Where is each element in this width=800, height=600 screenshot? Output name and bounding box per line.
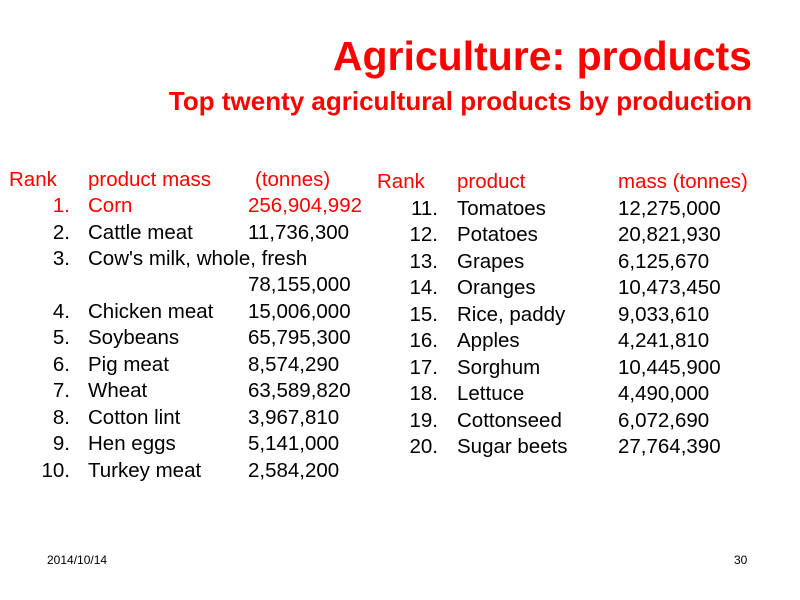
left-row-5-rank: 5. bbox=[52, 326, 70, 349]
left-row-1-mass: 256,904,992 bbox=[248, 194, 363, 217]
right-mass-header: mass (tonnes) bbox=[618, 170, 748, 193]
right-row-13-mass: 6,125,670 bbox=[618, 250, 710, 273]
left-row-5-product: Soybeans bbox=[88, 326, 180, 349]
left-row-7-mass: 63,589,820 bbox=[248, 379, 351, 402]
left-row-4-product: Chicken meat bbox=[88, 300, 214, 323]
slide-subtitle: Top twenty agricultural products by prod… bbox=[168, 86, 752, 116]
right-row-15-mass: 9,033,610 bbox=[618, 303, 710, 326]
right-row-20-mass: 27,764,390 bbox=[618, 435, 721, 458]
left-row-2-product: Cattle meat bbox=[88, 221, 193, 244]
left-row-8-rank: 8. bbox=[52, 406, 70, 429]
right-row-13-product: Grapes bbox=[457, 250, 525, 273]
left-row-4-rank: 4. bbox=[52, 300, 70, 323]
right-row-18-rank: 18. bbox=[409, 382, 439, 405]
right-row-16-mass: 4,241,810 bbox=[618, 329, 710, 352]
right-row-15-rank: 15. bbox=[409, 303, 439, 326]
right-row-11-rank: 11. bbox=[411, 197, 438, 220]
right-row-11-product: Tomatoes bbox=[457, 197, 546, 220]
left-product-header: product mass bbox=[88, 168, 212, 191]
left-row-1-product: Corn bbox=[88, 194, 133, 217]
right-row-15-product: Rice, paddy bbox=[457, 303, 566, 326]
left-row-7-product: Wheat bbox=[88, 379, 148, 402]
right-product-header: product bbox=[457, 170, 526, 193]
right-row-14-product: Oranges bbox=[457, 276, 536, 299]
right-row-12-mass: 20,821,930 bbox=[618, 223, 721, 246]
left-row-3-mass: 78,155,000 bbox=[248, 273, 351, 296]
left-row-2-rank: 2. bbox=[52, 221, 70, 244]
right-row-17-product: Sorghum bbox=[457, 356, 541, 379]
left-row-10-product: Turkey meat bbox=[88, 459, 202, 482]
slide-title: Agriculture: products bbox=[332, 33, 752, 79]
right-row-19-rank: 19. bbox=[409, 409, 439, 432]
left-row-10-mass: 2,584,200 bbox=[248, 459, 340, 482]
left-row-4-mass: 15,006,000 bbox=[248, 300, 351, 323]
left-row-3-rank: 3. bbox=[52, 247, 70, 270]
left-row-9-product: Hen eggs bbox=[88, 432, 176, 455]
right-row-13-rank: 13. bbox=[409, 250, 439, 273]
right-row-11-mass: 12,275,000 bbox=[618, 197, 721, 220]
right-row-17-mass: 10,445,900 bbox=[618, 356, 721, 379]
right-row-17-rank: 17. bbox=[409, 356, 439, 379]
footer-date: 2014/10/14 bbox=[47, 553, 108, 567]
left-row-9-rank: 9. bbox=[52, 432, 70, 455]
left-row-3-product: Cow's milk, whole, fresh bbox=[88, 247, 308, 270]
left-row-8-product: Cotton lint bbox=[88, 406, 181, 429]
right-rank-header: Rank bbox=[377, 170, 425, 193]
left-row-6-product: Pig meat bbox=[88, 353, 169, 376]
left-row-7-rank: 7. bbox=[52, 379, 70, 402]
right-row-18-product: Lettuce bbox=[457, 382, 525, 405]
right-row-14-mass: 10,473,450 bbox=[618, 276, 721, 299]
right-row-20-rank: 20. bbox=[409, 435, 439, 458]
left-row-8-mass: 3,967,810 bbox=[248, 406, 340, 429]
right-row-16-rank: 16. bbox=[409, 329, 439, 352]
right-row-12-rank: 12. bbox=[409, 223, 439, 246]
right-row-14-rank: 14. bbox=[409, 276, 439, 299]
left-mass-header: (tonnes) bbox=[255, 168, 331, 191]
right-row-19-mass: 6,072,690 bbox=[618, 409, 710, 432]
page-number: 30 bbox=[734, 553, 748, 567]
left-row-6-mass: 8,574,290 bbox=[248, 353, 340, 376]
right-row-16-product: Apples bbox=[457, 329, 520, 352]
left-row-1-rank: 1. bbox=[52, 194, 70, 217]
left-row-6-rank: 6. bbox=[52, 353, 70, 376]
left-row-2-mass: 11,736,300 bbox=[248, 221, 350, 244]
right-row-18-mass: 4,490,000 bbox=[618, 382, 710, 405]
right-row-19-product: Cottonseed bbox=[457, 409, 562, 432]
right-row-20-product: Sugar beets bbox=[457, 435, 568, 458]
left-row-5-mass: 65,795,300 bbox=[248, 326, 351, 349]
left-rank-header: Rank bbox=[9, 168, 57, 191]
left-row-9-mass: 5,141,000 bbox=[248, 432, 340, 455]
right-row-12-product: Potatoes bbox=[457, 223, 538, 246]
left-row-10-rank: 10. bbox=[41, 459, 71, 482]
